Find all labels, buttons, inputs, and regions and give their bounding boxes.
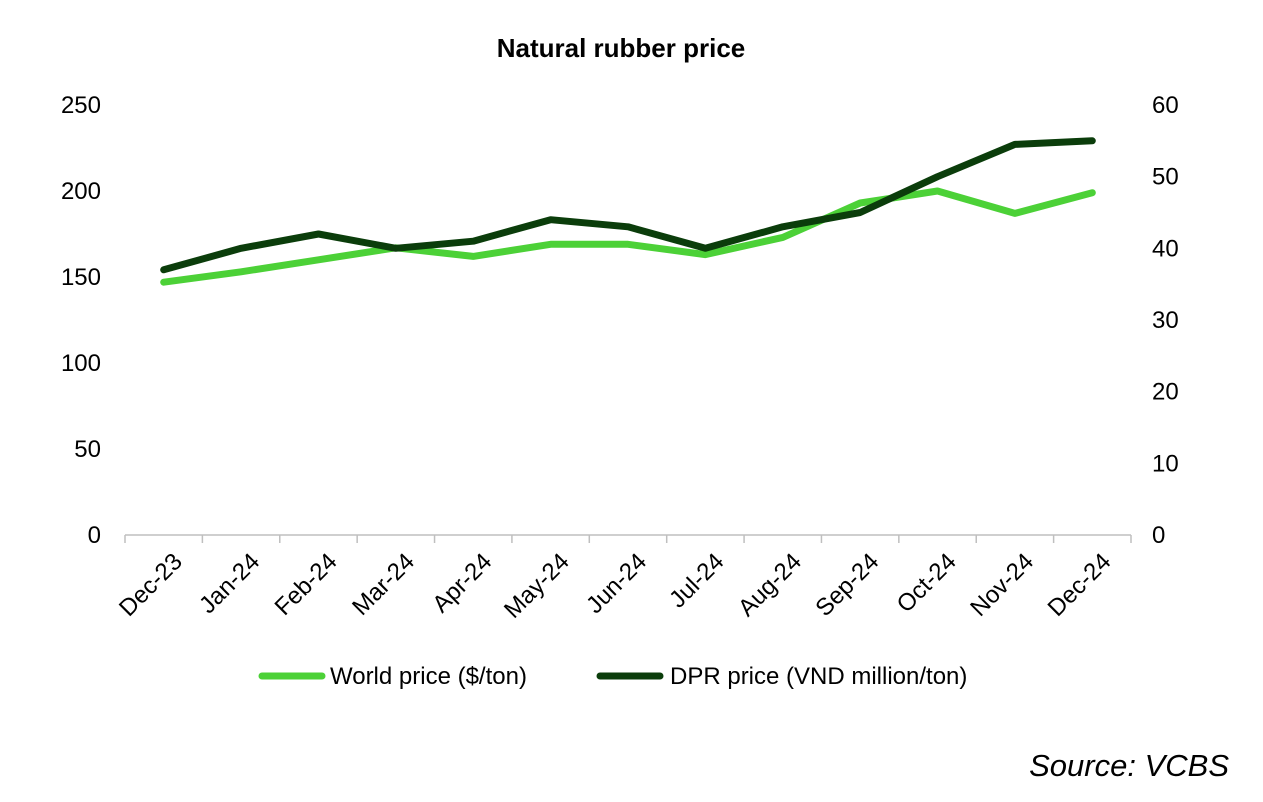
x-tick-label: Nov-24 xyxy=(965,548,1039,622)
y-right-tick-label: 50 xyxy=(1152,164,1179,191)
x-tick-label: Dec-23 xyxy=(114,548,188,622)
x-tick-label: Oct-24 xyxy=(892,548,962,618)
legend-label: DPR price (VND million/ton) xyxy=(670,663,967,690)
y-left-tick-label: 200 xyxy=(61,178,101,205)
series-line-2 xyxy=(160,137,1096,274)
legend: World price ($/ton) DPR price (VND millio… xyxy=(258,663,967,690)
line-chart: Natural rubber price Dec-23 Jan-24 Feb-24 M… xyxy=(61,33,1179,690)
y-left-tick-label: 150 xyxy=(61,264,101,291)
x-tick-label: Feb-24 xyxy=(270,548,343,621)
legend-label: World price ($/ton) xyxy=(330,663,527,690)
y-right-tick-label: 30 xyxy=(1152,307,1179,334)
y-right-tick-label: 60 xyxy=(1152,92,1179,119)
y-right-tick-label: 40 xyxy=(1152,235,1179,262)
x-tick-label: Apr-24 xyxy=(427,548,497,618)
x-tick-label: Jun-24 xyxy=(581,548,652,619)
chart-title: Natural rubber price xyxy=(497,33,746,63)
y-left-tick-label: 50 xyxy=(74,436,101,463)
y-right-tick-label: 20 xyxy=(1152,379,1179,406)
series-layer xyxy=(160,137,1096,286)
x-tick-label: Dec-24 xyxy=(1043,548,1117,622)
y-left-tick-label: 100 xyxy=(61,350,101,377)
y-right-tick-label: 10 xyxy=(1152,450,1179,477)
axes: Dec-23 Jan-24 Feb-24 Mar-24 Apr-24 May-24 Jun-… xyxy=(61,92,1179,624)
y-left-tick-label: 0 xyxy=(88,522,101,549)
y-right-tick-label: 0 xyxy=(1152,522,1165,549)
x-tick-label: Jul-24 xyxy=(664,548,729,613)
x-tick-label: Mar-24 xyxy=(347,548,420,621)
x-tick-label: Sep-24 xyxy=(810,548,884,622)
x-tick-label: Aug-24 xyxy=(733,548,807,622)
series-line-1 xyxy=(160,187,1096,286)
x-tick-label: Jan-24 xyxy=(194,548,265,619)
y-left-tick-label: 250 xyxy=(61,92,101,119)
x-tick-label: May-24 xyxy=(499,548,575,624)
source-note: Source: VCBS xyxy=(1029,748,1229,783)
